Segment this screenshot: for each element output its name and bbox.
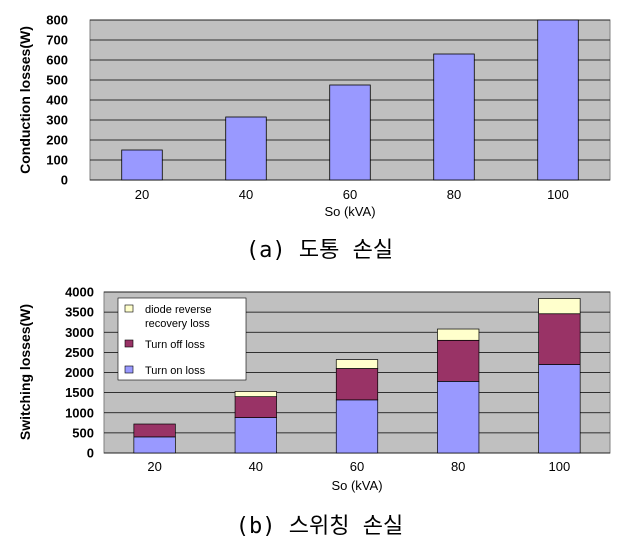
y-tick-label: 3000 xyxy=(65,325,94,340)
y-tick-label: 1000 xyxy=(65,405,94,420)
bar-segment-turn-off xyxy=(133,423,176,438)
legend-label-turn-off: Turn off loss xyxy=(145,339,205,351)
bar xyxy=(433,53,475,181)
caption-conduction-losses: (a) 도통 손실 xyxy=(245,238,394,263)
legend-box xyxy=(117,297,247,381)
y-tick-label: 500 xyxy=(46,73,68,88)
legend-label-diode-line1: diode reverse xyxy=(145,304,212,316)
x-tick-label: 100 xyxy=(549,459,571,474)
y-tick-label: 500 xyxy=(72,425,94,440)
bar-segment-turn-on xyxy=(437,381,480,454)
conduction-x-axis-label: So (kVA) xyxy=(324,204,375,219)
y-tick-label: 4000 xyxy=(65,285,94,300)
switching-losses-chart: 0 500 1000 1500 2000 2500 3000 3500 4000 20 40 60 8… xyxy=(17,285,611,493)
y-tick-label: 1500 xyxy=(65,385,94,400)
y-tick-label: 0 xyxy=(87,446,94,461)
bar-segment-turn-on xyxy=(234,417,277,454)
x-tick-label: 20 xyxy=(147,459,161,474)
x-tick-label: 100 xyxy=(547,187,569,202)
y-tick-label: 200 xyxy=(46,133,68,148)
switching-x-axis-label: So (kVA) xyxy=(331,478,382,493)
conduction-losses-chart: 0 100 200 300 400 500 600 700 800 20 40 60 80 100 So… xyxy=(17,13,611,219)
switching-legend: diode reverse recovery loss Turn off los… xyxy=(117,297,247,381)
bar-segment-turn-off xyxy=(538,313,581,365)
y-tick-label: 0 xyxy=(61,173,68,188)
conduction-x-tick-labels: 20 40 60 80 100 xyxy=(135,187,569,202)
switching-stacked-bars xyxy=(133,298,581,454)
bar-segment-turn-off xyxy=(335,368,379,401)
bar xyxy=(329,84,371,181)
y-tick-label: 100 xyxy=(46,153,68,168)
caption-switching-losses: (b) 스위칭 손실 xyxy=(235,514,404,539)
bar-segment-turn-off xyxy=(437,339,480,382)
y-tick-label: 800 xyxy=(46,13,68,28)
x-tick-label: 60 xyxy=(343,187,357,202)
bar-segment-diode xyxy=(437,328,480,341)
y-tick-label: 2500 xyxy=(65,345,94,360)
switching-x-tick-labels: 20 40 60 80 100 xyxy=(147,459,570,474)
conduction-gridlines xyxy=(90,19,610,181)
bar-segment-turn-on xyxy=(335,399,379,454)
switching-y-axis-label: Switching losses(W) xyxy=(17,304,33,440)
x-tick-label: 80 xyxy=(451,459,465,474)
y-tick-label: 700 xyxy=(46,33,68,48)
y-tick-label: 300 xyxy=(46,113,68,128)
bar-segment-turn-on xyxy=(133,436,176,454)
x-tick-label: 60 xyxy=(350,459,364,474)
bar-segment-turn-on xyxy=(538,364,581,454)
y-tick-label: 400 xyxy=(46,93,68,108)
bar xyxy=(121,149,163,181)
y-tick-label: 600 xyxy=(46,53,68,68)
conduction-y-tick-labels: 0 100 200 300 400 500 600 700 800 xyxy=(46,13,68,188)
switching-y-tick-labels: 0 500 1000 1500 2000 2500 3000 3500 4000 xyxy=(65,285,94,461)
conduction-bars xyxy=(121,19,579,181)
bar-segment-diode xyxy=(234,391,277,398)
y-tick-label: 3500 xyxy=(65,305,94,320)
bar-segment-diode xyxy=(538,298,581,315)
bar-segment-diode xyxy=(335,359,379,369)
x-tick-label: 40 xyxy=(249,459,263,474)
legend-label-turn-on: Turn on loss xyxy=(145,365,206,377)
legend-swatch-turn-off xyxy=(124,339,134,348)
conduction-y-axis-label: Conduction losses(W) xyxy=(17,26,33,174)
legend-swatch-diode xyxy=(124,304,134,313)
x-tick-label: 40 xyxy=(239,187,253,202)
x-tick-label: 80 xyxy=(447,187,461,202)
x-tick-label: 20 xyxy=(135,187,149,202)
bar xyxy=(537,19,579,181)
bar xyxy=(225,116,267,181)
legend-swatch-turn-on xyxy=(124,365,134,374)
y-tick-label: 2000 xyxy=(65,365,94,380)
bar-segment-turn-off xyxy=(234,396,277,418)
legend-label-diode-line2: recovery loss xyxy=(145,318,210,330)
